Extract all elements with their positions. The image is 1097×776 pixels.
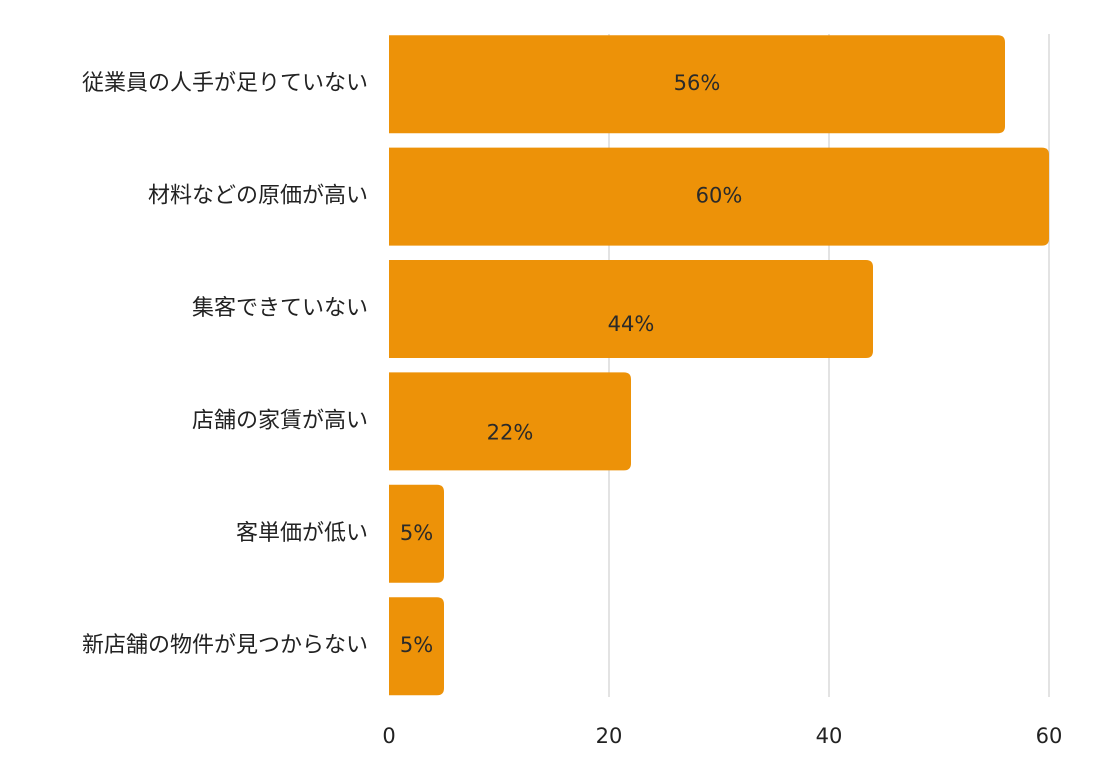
bar <box>389 597 444 696</box>
x-tick-label: 0 <box>382 724 395 748</box>
grid-lines <box>608 34 1050 697</box>
bars <box>389 35 1049 696</box>
bar <box>389 35 1005 134</box>
bar <box>389 484 444 583</box>
category-label: 集客できていない <box>192 296 368 321</box>
bar-value-label: 60% <box>696 184 743 208</box>
category-label: 客単価が低い <box>236 521 368 546</box>
labels: 0 20 40 60 56% 従業員の人手が足りていない 60% 材料などの原価が高い 44% 集… <box>82 71 1062 748</box>
category-label: 従業員の人手が足りていない <box>82 71 368 96</box>
bar-value-label: 5% <box>400 633 433 657</box>
bar <box>389 260 873 358</box>
bar <box>389 147 1049 246</box>
bar-value-label: 44% <box>608 312 655 336</box>
x-tick-label: 20 <box>596 724 623 748</box>
category-label: 店舗の家賃が高い <box>192 408 368 433</box>
bar <box>389 372 631 471</box>
category-label: 新店舗の物件が見つからない <box>82 633 368 658</box>
bar-value-label: 22% <box>487 420 534 444</box>
bar-value-label: 5% <box>400 521 433 545</box>
x-tick-label: 40 <box>816 724 843 748</box>
category-label: 材料などの原価が高い <box>148 184 368 209</box>
x-tick-label: 60 <box>1036 724 1063 748</box>
bar-value-label: 56% <box>674 71 721 95</box>
